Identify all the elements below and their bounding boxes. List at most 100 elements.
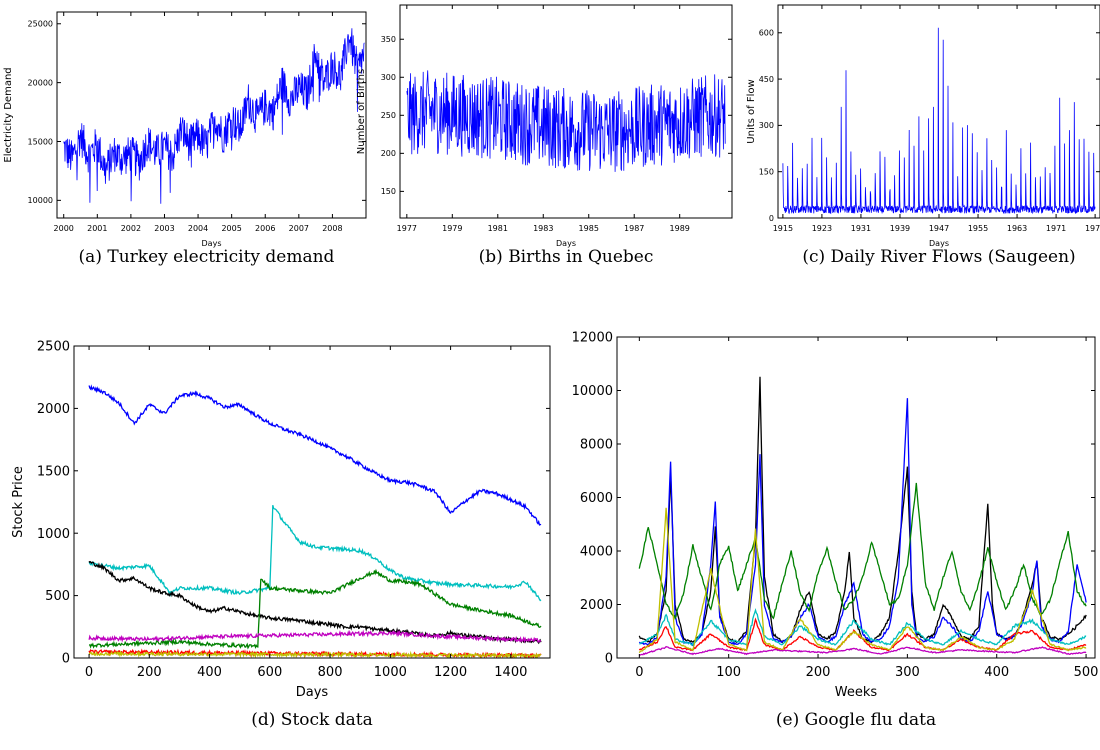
axes-frame-b	[399, 4, 733, 219]
x-tick-label: 1971	[1046, 224, 1066, 233]
x-tick-label: 1947	[929, 224, 949, 233]
x-tick-label: 1963	[1007, 224, 1027, 233]
y-tick-label: 0	[605, 652, 613, 667]
y-tick-label: 250	[381, 111, 396, 120]
x-tick-label: 1000	[374, 665, 407, 680]
y-tick-label: 150	[381, 187, 396, 196]
y-tick-label: 12000	[572, 331, 613, 346]
x-axis-label: Days	[556, 239, 576, 248]
x-tick-label: 300	[895, 665, 920, 680]
x-tick-label: 0	[635, 665, 643, 680]
x-tick-label: 1915	[773, 224, 793, 233]
x-tick-label: 400	[984, 665, 1009, 680]
series-line-d-4	[88, 629, 542, 644]
x-axis-label: Weeks	[835, 685, 878, 700]
x-tick-label: 1400	[494, 665, 527, 680]
y-tick-label: 150	[759, 167, 774, 176]
series-line-b-0	[406, 70, 726, 172]
x-tick-label: 1985	[579, 224, 599, 233]
series-line-d-0	[88, 384, 542, 526]
x-tick-label: 2001	[87, 224, 107, 233]
y-tick-label: 0	[62, 652, 70, 667]
x-axis-label: Days	[202, 239, 222, 248]
series-line-e-4	[639, 607, 1087, 647]
y-axis-label: Number of Births	[356, 69, 367, 154]
panel-caption: (d) Stock data	[251, 710, 372, 730]
panel-caption: (a) Turkey electricity demand	[79, 247, 335, 267]
y-tick-label: 8000	[580, 438, 613, 453]
y-tick-label: 1500	[37, 464, 70, 479]
x-axis-label: Days	[296, 685, 329, 700]
y-tick-label: 450	[759, 75, 774, 84]
y-axis-label: Units of Flow	[746, 79, 757, 143]
x-tick-label: 400	[197, 665, 222, 680]
x-tick-label: 1939	[890, 224, 910, 233]
x-tick-label: 1979	[442, 224, 462, 233]
axes-frame-d	[73, 345, 551, 659]
x-tick-label: 100	[716, 665, 741, 680]
y-axis-label: Stock Price	[11, 466, 26, 538]
x-tick-label: 1923	[812, 224, 832, 233]
series-line-e-5	[638, 507, 1087, 654]
x-tick-label: 1983	[533, 224, 553, 233]
series-line-e-1	[638, 398, 1087, 647]
y-tick-label: 0	[769, 214, 774, 223]
x-tick-label: 800	[318, 665, 343, 680]
plot-area-a	[63, 28, 365, 204]
panel-a: 2000 2001 2002 2003 2004 2005 2006 2007 2008 1000…	[3, 11, 367, 267]
y-tick-label: 20000	[28, 78, 53, 87]
series-line-e-6	[639, 645, 1087, 656]
series-line-d-1	[88, 505, 542, 602]
x-tick-label: 2008	[322, 224, 342, 233]
x-tick-label: 1200	[434, 665, 467, 680]
x-tick-label: 2003	[154, 224, 174, 233]
axes-frame-e	[616, 336, 1096, 659]
panel-d: 0 200 400 600 800 1000 1200 1400 0 500 1000 1500 200…	[11, 340, 551, 730]
y-tick-label: 600	[759, 29, 774, 38]
y-axis-label: Electricity Demand	[3, 67, 14, 162]
y-tick-label: 350	[381, 35, 396, 44]
y-tick-label: 10000	[28, 196, 53, 205]
y-tick-label: 6000	[580, 491, 613, 506]
panel-e: 0 100 200 300 400 500 0 2000 4000 6000 8000 10000 12…	[572, 331, 1099, 730]
x-tick-label: 0	[85, 665, 93, 680]
x-tick-label: 1989	[670, 224, 690, 233]
x-tick-label: 2004	[188, 224, 208, 233]
panel-caption: (e) Google flu data	[776, 710, 936, 730]
y-tick-label: 300	[759, 121, 774, 130]
x-tick-label: 200	[806, 665, 831, 680]
panel-caption: (b) Births in Quebec	[479, 247, 654, 267]
plot-area-c	[782, 27, 1096, 215]
x-axis-label: Days	[929, 239, 949, 248]
y-tick-label: 10000	[572, 384, 613, 399]
series-line-d-6	[88, 649, 542, 658]
series-line-e-2	[638, 482, 1087, 620]
x-tick-label: 2005	[221, 224, 241, 233]
x-tick-label: 500	[1074, 665, 1099, 680]
y-tick-label: 25000	[28, 20, 53, 29]
panel-c: 1915 1923 1931 1939 1947 1955 1963 1971 1979 0 150…	[746, 4, 1100, 267]
y-tick-label: 2500	[37, 340, 70, 355]
panel-b: 1977 1979 1981 1983 1985 1987 1989 150 200 250 300…	[356, 4, 733, 267]
x-tick-label: 2006	[255, 224, 275, 233]
x-tick-label: 1979	[1085, 224, 1100, 233]
y-tick-label: 2000	[37, 402, 70, 417]
series-line-d-2	[88, 560, 542, 645]
x-tick-label: 1955	[968, 224, 988, 233]
plot-area-e	[638, 376, 1087, 656]
x-tick-label: 1931	[851, 224, 871, 233]
y-tick-label: 200	[381, 149, 396, 158]
x-tick-label: 200	[137, 665, 162, 680]
axes-frame-a	[56, 11, 367, 219]
series-line-d-3	[88, 568, 542, 650]
x-tick-label: 2002	[121, 224, 141, 233]
x-tick-label: 1981	[488, 224, 508, 233]
x-tick-label: 2000	[54, 224, 74, 233]
plot-area-b	[406, 70, 726, 172]
plot-area-d	[88, 384, 542, 658]
y-tick-label: 500	[45, 589, 70, 604]
y-tick-label: 15000	[28, 137, 53, 146]
x-tick-label: 1987	[624, 224, 644, 233]
x-tick-label: 2007	[289, 224, 309, 233]
